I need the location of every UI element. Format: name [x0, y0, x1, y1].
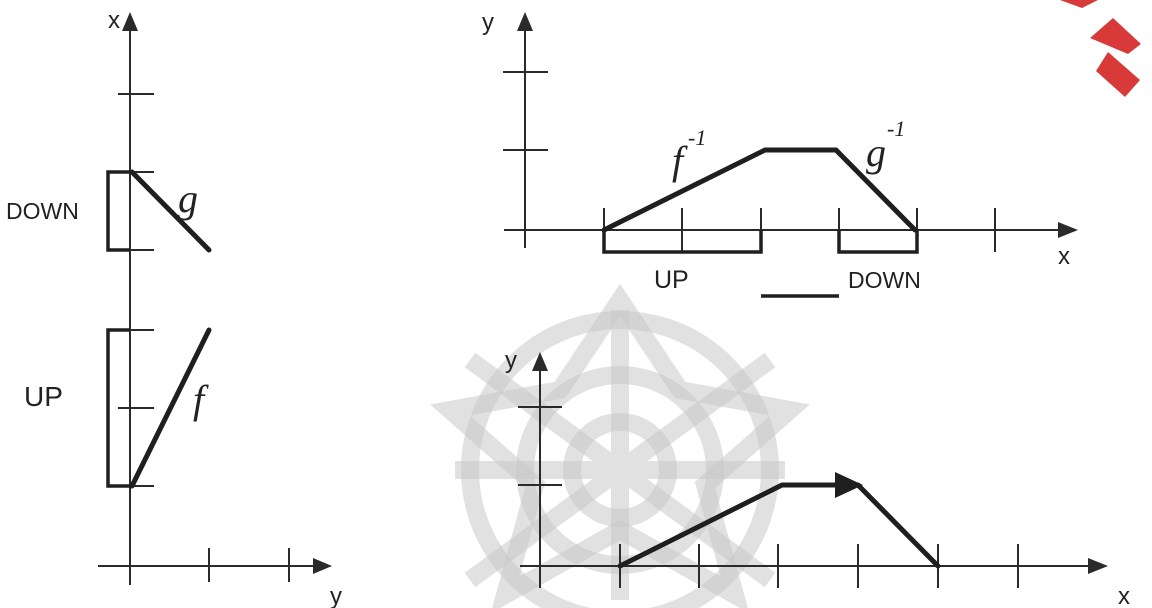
top-right-vertical-axis-label: y — [482, 9, 494, 36]
top-right-down-label: DOWN — [848, 267, 921, 293]
left-down-label: DOWN — [6, 198, 79, 224]
top-right-f-inverse-base: f — [672, 138, 688, 183]
top-right-up-bracket — [602, 230, 763, 254]
left-vertical-axis-label: x — [108, 7, 120, 34]
left-g-label: g — [178, 176, 198, 221]
left-horizontal-axis-label: y — [330, 583, 342, 608]
top-right-horizontal-axis-arrow — [1058, 222, 1078, 238]
bottom-right-horizontal-axis-label: x — [1118, 583, 1130, 608]
left-down-bracket — [106, 170, 130, 252]
left-vertical-axis-arrow — [122, 12, 138, 31]
left-f-label: f — [193, 377, 209, 422]
top-right-horizontal-axis-label: x — [1058, 243, 1070, 270]
bottom-right-horizontal-axis-arrow — [1088, 558, 1108, 574]
bottom-right-plot: y x — [505, 347, 1130, 608]
top-right-plot: y x f -1 g -1 UP DOWN — [482, 9, 1078, 298]
top-right-down-bracket — [837, 230, 919, 254]
left-plot: x y DOWN UP g f — [6, 7, 342, 608]
top-right-up-label: UP — [654, 266, 689, 294]
left-f-line — [129, 327, 212, 489]
red-corner-logo-icon — [1060, 0, 1141, 97]
bottom-right-path-line — [617, 482, 941, 569]
top-right-g-inverse-base: g — [866, 130, 886, 175]
left-g-line — [129, 169, 212, 253]
bottom-right-path-arrow-head — [835, 472, 863, 498]
top-right-g-inverse-sup: -1 — [887, 116, 905, 141]
left-up-bracket — [106, 328, 130, 488]
left-up-label: UP — [24, 381, 63, 412]
top-right-vertical-axis-arrow — [517, 12, 533, 31]
top-right-f-inverse-sup: -1 — [688, 125, 706, 150]
bottom-right-vertical-axis-arrow — [532, 352, 548, 371]
left-horizontal-axis-arrow — [313, 558, 332, 574]
bottom-right-vertical-axis-label: y — [505, 347, 517, 374]
top-right-inverse-curve — [601, 147, 918, 233]
